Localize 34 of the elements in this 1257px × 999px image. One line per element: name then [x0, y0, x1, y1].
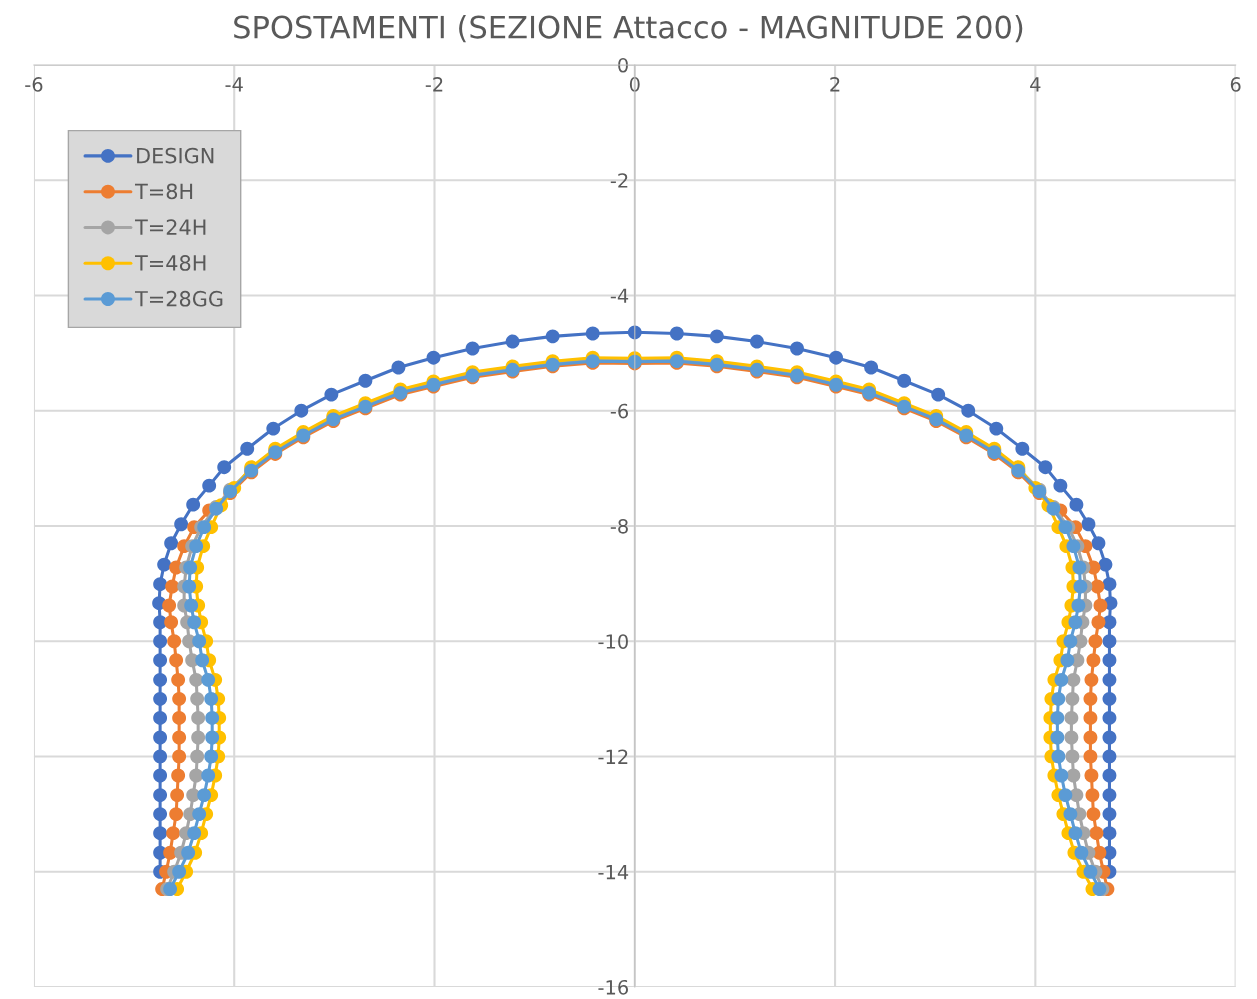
legend-label: T=48H — [134, 255, 206, 271]
point — [1066, 672, 1081, 687]
point — [189, 768, 204, 783]
legend-label: T=8H — [134, 183, 193, 200]
y-tick-label: -12 — [598, 749, 628, 764]
x-tick-label: 6 — [1230, 77, 1241, 92]
point — [1065, 749, 1080, 764]
point — [1065, 691, 1080, 706]
y-tick-label: -8 — [610, 518, 628, 534]
point — [1066, 768, 1081, 783]
y-tick-label: -16 — [598, 979, 629, 995]
x-tick-label: -4 — [225, 77, 243, 92]
point — [191, 730, 206, 745]
legend-label: DESIGN — [137, 147, 214, 164]
legend-label: T=28GG — [134, 290, 223, 307]
legend-label: T=24H — [134, 219, 206, 235]
point — [1064, 710, 1079, 725]
point — [189, 672, 204, 687]
y-tick-label: -14 — [598, 864, 629, 880]
y-tick-label: -2 — [610, 173, 628, 188]
x-tick-label: 4 — [1030, 77, 1041, 92]
point — [1064, 730, 1079, 745]
x-tick-label: 0 — [629, 77, 640, 92]
x-tick-label: -2 — [425, 77, 443, 92]
x-tick-label: -6 — [25, 77, 43, 92]
point — [190, 691, 205, 706]
y-tick-label: 0 — [618, 57, 628, 73]
point — [191, 710, 206, 725]
point — [190, 749, 205, 764]
chart-title: SPOSTAMENTI (SEZIONE Attacco - MAGNITUDE 200) — [234, 15, 1023, 43]
y-tick-label: -10 — [598, 634, 628, 649]
x-tick-label: 2 — [830, 77, 840, 92]
y-tick-label: -6 — [610, 403, 629, 419]
y-tick-label: -4 — [610, 288, 629, 303]
